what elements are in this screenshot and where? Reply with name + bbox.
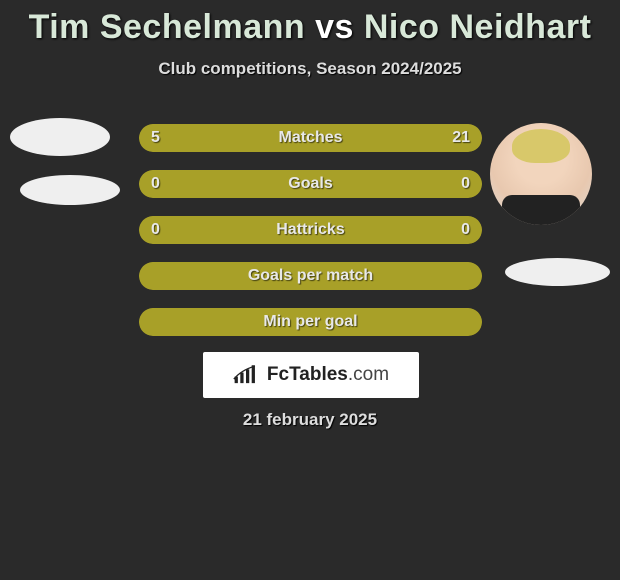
- stat-row-label: Goals per match: [139, 262, 482, 290]
- subtitle: Club competitions, Season 2024/2025: [0, 59, 620, 79]
- stat-row-value-right: 0: [461, 170, 470, 198]
- stat-row-value-right: 0: [461, 216, 470, 244]
- stat-row: Goals0 0: [139, 170, 482, 198]
- stat-row-label: Min per goal: [139, 308, 482, 336]
- stat-row: Hattricks0 0: [139, 216, 482, 244]
- logo-brand: FcTables: [267, 364, 348, 385]
- player1-avatar-placeholder-2: [20, 175, 120, 205]
- title-vs: vs: [315, 8, 354, 46]
- date-text: 21 february 2025: [0, 410, 620, 430]
- bar-chart-icon: [233, 364, 259, 386]
- player2-avatar: [490, 123, 592, 225]
- logo-box: FcTables.com: [203, 352, 419, 398]
- stat-row-value-left: 0: [151, 170, 160, 198]
- logo-text: FcTables.com: [267, 364, 389, 386]
- logo-suffix: .com: [348, 364, 389, 385]
- stat-row-value-left: 5: [151, 124, 160, 152]
- stat-row: Min per goal: [139, 308, 482, 336]
- player2-avatar-placeholder: [505, 258, 610, 286]
- stat-row-label: Hattricks: [139, 216, 482, 244]
- stat-row-value-left: 0: [151, 216, 160, 244]
- comparison-rows: Matches521Goals00Hattricks00Goals per ma…: [139, 124, 482, 354]
- stat-row: Goals per match: [139, 262, 482, 290]
- page-title: Tim Sechelmann vs Nico Neidhart: [0, 0, 620, 47]
- stat-row-value-right: 21: [452, 124, 470, 152]
- stat-row: Matches5 21: [139, 124, 482, 152]
- title-player1: Tim Sechelmann: [29, 8, 306, 46]
- stat-row-label: Goals: [139, 170, 482, 198]
- title-player2: Nico Neidhart: [364, 8, 592, 46]
- stat-row-label: Matches: [139, 124, 482, 152]
- player1-avatar-placeholder-1: [10, 118, 110, 156]
